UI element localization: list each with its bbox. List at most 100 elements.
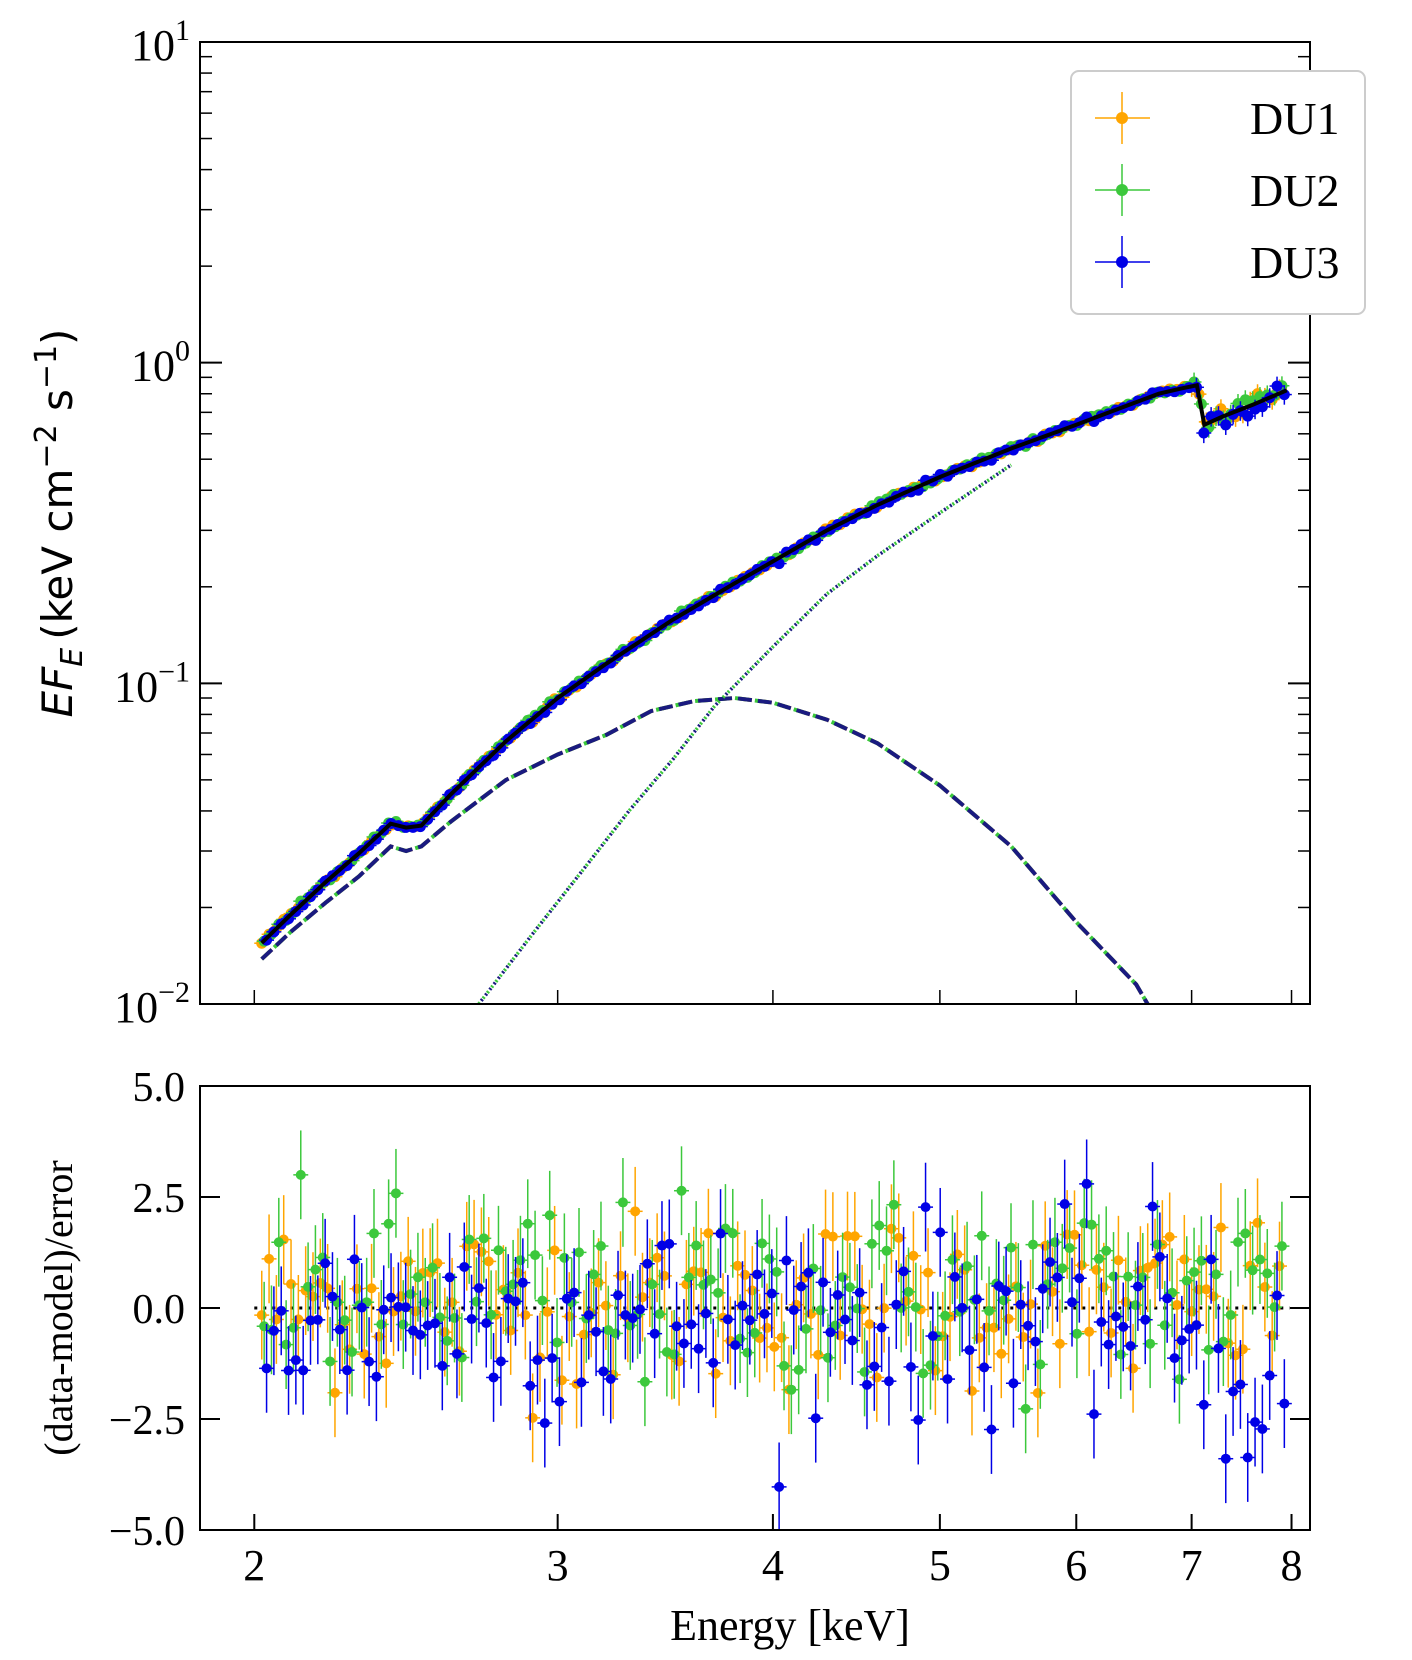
du2-residual-point [376, 1319, 387, 1330]
du1-residual-point [542, 1306, 553, 1317]
du3-residual-point [1154, 1251, 1165, 1262]
du1-residual-point [483, 1256, 494, 1267]
y-label-s: s [33, 389, 82, 424]
du3-residual-point [671, 1321, 682, 1332]
du1-residual-point [395, 1291, 406, 1302]
residuals-x-tick-labels: 2 3 4 5 6 7 8 [243, 1541, 1302, 1590]
du1-residual-point [549, 1245, 560, 1256]
du1-residual-point [1186, 1306, 1197, 1317]
du1-residual-point [1113, 1255, 1124, 1266]
du3-point [1242, 410, 1254, 422]
du2-residual-point [844, 1282, 855, 1293]
x-axis-label: Energy [keV] [670, 1601, 910, 1650]
du3-residual-point [1191, 1320, 1202, 1331]
du2-residual-point [1123, 1271, 1134, 1282]
du1-residual-point [966, 1386, 977, 1397]
du2-residual-point [1093, 1253, 1104, 1264]
du3-residual-point [627, 1313, 638, 1324]
du2-residual-point [1049, 1237, 1060, 1248]
du2-residual-point [310, 1264, 321, 1275]
du1-residual-point [1201, 1284, 1212, 1295]
du2-residual-point [1203, 1344, 1214, 1355]
du1-residual-point [1076, 1260, 1087, 1271]
spectrum-data-points [254, 372, 1292, 949]
du1-residual-point [1098, 1282, 1109, 1293]
du2-residual-point [1225, 1309, 1236, 1320]
du2-residual-point [537, 1295, 548, 1306]
du3-residual-point [371, 1371, 382, 1382]
du1-residual-point [893, 1232, 904, 1243]
du1-residual-point [1237, 1344, 1248, 1355]
du1-residual-point [307, 1291, 318, 1302]
du2-residual-point [713, 1287, 724, 1298]
du1-residual-point [286, 1279, 297, 1290]
du1-residual-point [776, 1332, 787, 1343]
du2-residual-point [1035, 1359, 1046, 1370]
du3-residual-point [613, 1290, 624, 1301]
du3-residual-point [276, 1305, 287, 1316]
du3-residual-point [451, 1348, 462, 1359]
spectrum-ticks [200, 41, 1310, 1005]
du2-residual-point [1269, 1302, 1280, 1313]
du1-residual-point [513, 1267, 524, 1278]
du3-residual-point [927, 1331, 938, 1342]
du3-residual-point [766, 1288, 777, 1299]
du1-residual-point [747, 1285, 758, 1296]
total-model-curve [260, 382, 1288, 945]
du3-residual-point [700, 1308, 711, 1319]
du3-residual-point [752, 1269, 763, 1280]
du1-residual-point [1003, 1313, 1014, 1324]
du3-residual-point [569, 1287, 580, 1298]
du2-residual-point [530, 1250, 541, 1261]
du2-residual-point [617, 1197, 628, 1208]
du1-residual-point [652, 1252, 663, 1263]
x-tick-label: 5 [929, 1541, 951, 1590]
du2-residual-point [559, 1252, 570, 1263]
du2-residual-point [1027, 1239, 1038, 1250]
du3-residual-point [517, 1277, 528, 1288]
du1-residual-point [710, 1368, 721, 1379]
du2-residual-point [1145, 1338, 1156, 1349]
du1-residual-point [1069, 1229, 1080, 1240]
du3-residual-point [1015, 1299, 1026, 1310]
du2-residual-point [295, 1169, 306, 1180]
du2-residual-point [800, 1323, 811, 1334]
du2-residual-point [669, 1349, 680, 1360]
legend: DU1 DU2 DU3 [1070, 70, 1366, 315]
du2-residual-point [962, 1261, 973, 1272]
du3-residual-point [408, 1325, 419, 1336]
du1-residual-point [439, 1327, 450, 1338]
du3-residual-point [1184, 1324, 1195, 1335]
du1-residual-point [520, 1310, 531, 1321]
du2-residual-point [595, 1241, 606, 1252]
du3-residual-point [678, 1338, 689, 1349]
du2-residual-point [471, 1296, 482, 1307]
du2-residual-point [1276, 1241, 1287, 1252]
du3-residual-point [898, 1266, 909, 1277]
du3-residual-point [488, 1372, 499, 1383]
du3-residual-point [832, 1290, 843, 1301]
du3-residual-point [1110, 1311, 1121, 1322]
du3-residual-point [869, 1361, 880, 1372]
residuals-panel: −5.0 −2.5 0.0 2.5 5.0 2 3 4 5 6 7 8 (data-model)/e… [36, 1065, 1311, 1650]
du3-residual-point [1176, 1335, 1187, 1346]
du1-residual-point [630, 1206, 641, 1217]
du3-residual-point [847, 1335, 858, 1346]
du2-residual-point [647, 1279, 658, 1290]
du3-residual-point [364, 1356, 375, 1367]
y-label-exp2: −1 [29, 345, 64, 389]
residual-y-tick-label: 0.0 [133, 1287, 186, 1333]
du2-residual-point [925, 1360, 936, 1371]
du3-residual-point [510, 1296, 521, 1307]
du1-residual-point [703, 1228, 714, 1239]
spectrum-y-axis-label: EFE (keV cm−2 s−1) [29, 329, 90, 718]
legend-label-du3: DU3 [1250, 237, 1339, 288]
du3-residual-point [1220, 1453, 1231, 1464]
du2-residual-point [508, 1279, 519, 1290]
x-tick-label: 4 [762, 1541, 784, 1590]
du3-residual-point [986, 1424, 997, 1435]
du1-residual-point [1128, 1363, 1139, 1374]
du3-residual-point [1074, 1273, 1085, 1284]
du2-residual-point [976, 1230, 987, 1241]
